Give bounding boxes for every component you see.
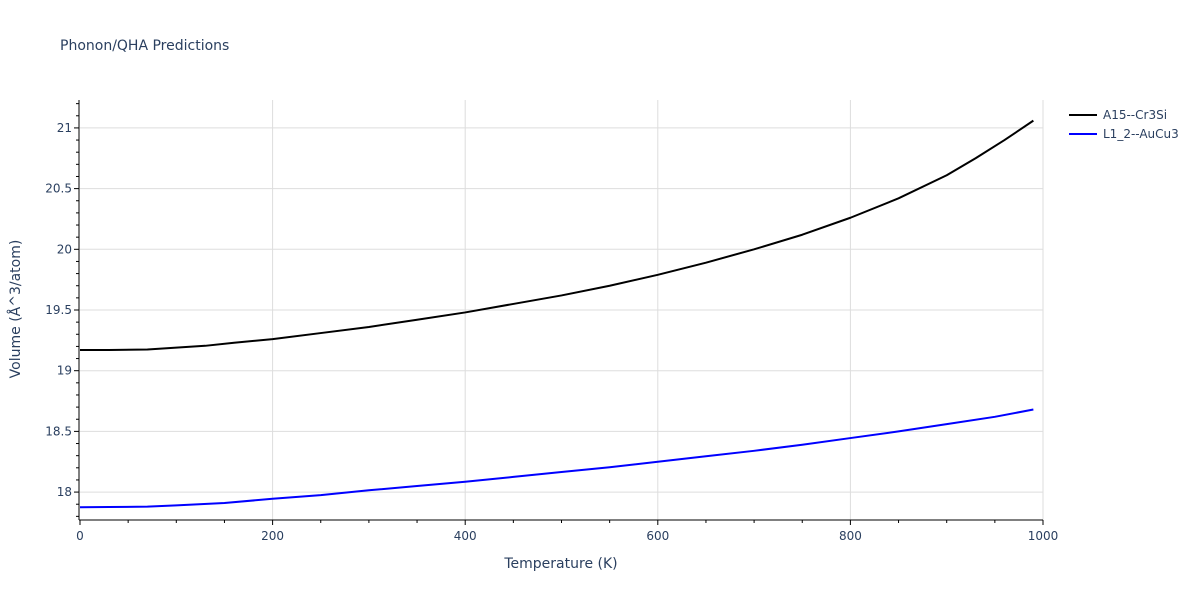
x-axis-title: Temperature (K) — [503, 556, 617, 572]
series-lines — [79, 119, 1034, 509]
legend-label: A15--Cr3Si — [1103, 108, 1167, 122]
legend-item-0[interactable]: A15--Cr3Si — [1069, 108, 1167, 122]
y-tick-label: 19 — [57, 364, 72, 378]
y-tick-label: 18 — [57, 485, 72, 499]
x-tick-label: 0 — [76, 529, 84, 543]
series-line-1 — [79, 408, 1034, 509]
x-tick-label: 800 — [839, 529, 862, 543]
y-tick-label: 20 — [57, 242, 72, 256]
x-tick-label: 200 — [261, 529, 284, 543]
x-axis-ticks: 0 200 400 600 800 1000 — [76, 529, 1058, 543]
x-tick-label: 600 — [646, 529, 669, 543]
x-tick-label: 1000 — [1028, 529, 1059, 543]
grid — [80, 100, 1044, 520]
legend-label: L1_2--AuCu3 — [1103, 127, 1179, 141]
axes — [74, 100, 1044, 525]
legend-item-1[interactable]: L1_2--AuCu3 — [1069, 127, 1179, 141]
chart-title: Phonon/QHA Predictions — [60, 38, 229, 54]
y-axis-ticks: 18 18.5 19 19.5 20 20.5 21 — [45, 121, 72, 499]
legend[interactable]: A15--Cr3Si L1_2--AuCu3 — [1069, 108, 1179, 141]
y-tick-label: 18.5 — [45, 424, 72, 438]
series-line-0 — [80, 119, 1034, 352]
y-tick-label: 19.5 — [45, 303, 72, 317]
y-tick-label: 21 — [57, 121, 72, 135]
y-tick-label: 20.5 — [45, 182, 72, 196]
x-tick-label: 400 — [454, 529, 477, 543]
y-axis-title: Volume (Å^3/atom) — [7, 240, 24, 379]
